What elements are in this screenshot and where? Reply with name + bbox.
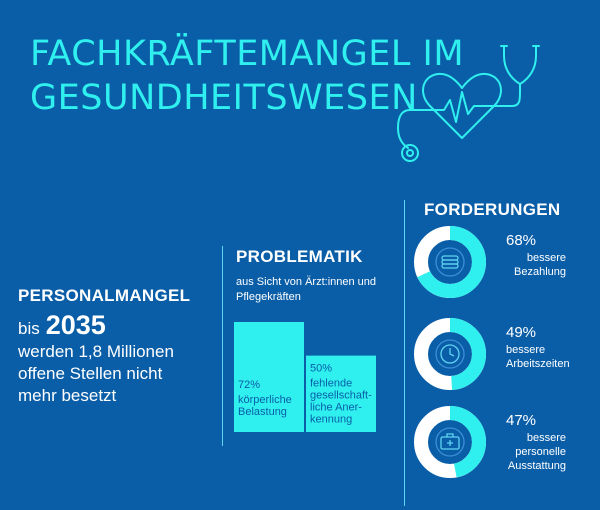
bar-gesellschaftliche-anerkennung-label-line-3: liche Aner-	[310, 402, 362, 414]
coins-icon	[435, 247, 465, 277]
bar-koerperliche-belastung	[234, 322, 304, 432]
demand-ausstattung: 47% bessere personelle Ausstattung	[413, 405, 593, 479]
bar-gesellschaftliche-anerkennung-percent: 50%	[310, 363, 332, 375]
title-line-1: FACHKRÄFTEMANGEL IM	[30, 34, 465, 74]
personalmangel-year: 2035	[45, 310, 106, 340]
personalmangel-line-2: offene Stellen nicht	[18, 364, 163, 383]
demand-bezahlung: 68% bessere Bezahlung	[413, 225, 593, 299]
problematik-subtitle-line-2: Pflegekräften	[236, 291, 301, 303]
bar-koerperliche-belastung-label-line-2: Belastung	[238, 406, 287, 418]
donut-arbeitszeiten	[414, 318, 486, 390]
demand-bezahlung-label-line-2: Bezahlung	[514, 266, 566, 278]
donut-ausstattung	[414, 406, 486, 478]
demand-arbeitszeiten-label-line-1: bessere	[506, 344, 546, 356]
forderungen-heading: FORDERUNGEN	[424, 200, 561, 219]
demand-arbeitszeiten-percent: 49%	[506, 324, 537, 341]
personalmangel-heading: PERSONALMANGEL	[18, 286, 191, 305]
bar-gesellschaftliche-anerkennung-label-line-2: gesellschaft-	[310, 390, 372, 402]
personalmangel-prefix: bis	[18, 319, 40, 338]
personalmangel-block: PERSONALMANGEL bis 2035 werden 1,8 Millio…	[18, 286, 218, 407]
demand-bezahlung-label: bessere Bezahlung	[506, 251, 566, 279]
bar-gesellschaftliche-anerkennung	[306, 355, 376, 432]
bar-koerperliche-belastung-label-line-1: körperliche	[238, 394, 292, 406]
demand-ausstattung-label-line-2: personelle	[515, 446, 566, 458]
personalmangel-year-line: bis 2035	[18, 310, 218, 341]
divider-forderungen	[404, 200, 405, 506]
demand-ausstattung-label-line-1: bessere	[526, 432, 566, 444]
page-title: FACHKRÄFTEMANGEL IM GESUNDHEITSWESEN	[30, 32, 464, 120]
medical-kit-icon	[435, 427, 465, 457]
demand-arbeitszeiten-label: bessere Arbeitszeiten	[506, 343, 570, 371]
donut-bezahlung	[414, 226, 486, 298]
demand-arbeitszeiten: 49% bessere Arbeitszeiten	[413, 317, 593, 391]
demand-bezahlung-label-line-1: bessere	[526, 252, 566, 264]
demand-arbeitszeiten-label-line-2: Arbeitszeiten	[506, 358, 570, 370]
heart-stethoscope-icon	[397, 45, 540, 162]
problematik-subtitle: aus Sicht von Ärzt:innen und Pflegekräft…	[236, 275, 386, 305]
bar-koerperliche-belastung-percent: 72%	[238, 379, 260, 391]
bar-gesellschaftliche-anerkennung-label-line-4: kennung	[310, 414, 352, 426]
demand-ausstattung-label: bessere personelle Ausstattung	[506, 431, 566, 473]
demand-ausstattung-label-line-3: Ausstattung	[507, 460, 566, 472]
problematik-heading: PROBLEMATIK	[236, 247, 363, 266]
personalmangel-line-3: mehr besetzt	[18, 386, 117, 405]
problematik-subtitle-line-1: aus Sicht von Ärzt:innen und	[236, 276, 377, 288]
demand-bezahlung-percent: 68%	[506, 232, 537, 249]
demand-ausstattung-percent: 47%	[506, 412, 537, 429]
personalmangel-line-1: werden 1,8 Millionen	[18, 342, 174, 361]
clock-icon	[435, 339, 465, 369]
divider-problematik	[222, 246, 223, 446]
title-line-2: GESUNDHEITSWESEN	[30, 78, 418, 118]
bar-gesellschaftliche-anerkennung-label-line-1: fehlende	[310, 378, 352, 390]
